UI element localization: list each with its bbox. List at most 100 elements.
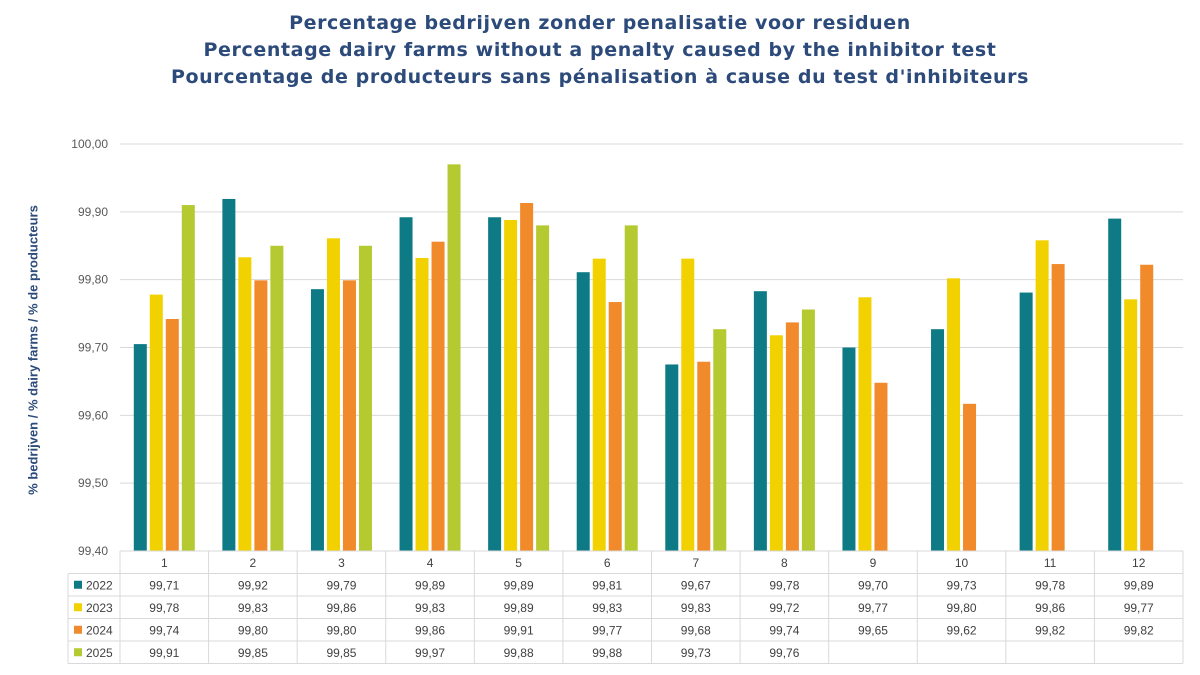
data-label: 99,80 (326, 623, 356, 637)
y-tick-label: 99,90 (78, 205, 108, 219)
data-label: 99,72 (769, 601, 799, 615)
data-label: 99,68 (681, 623, 711, 637)
x-tick-label: 8 (781, 556, 788, 570)
data-label: 99,88 (592, 646, 622, 660)
bar-2022-3 (310, 289, 324, 551)
bar-2022-2 (222, 198, 236, 551)
bar-2022-11 (1019, 292, 1033, 551)
data-label: 99,77 (858, 601, 888, 615)
bar-2024-1 (165, 319, 179, 551)
data-label: 99,70 (858, 578, 888, 592)
data-label: 99,71 (149, 578, 179, 592)
bar-2024-8 (785, 322, 799, 551)
bar-2022-10 (931, 329, 945, 551)
bar-2022-8 (753, 291, 767, 551)
x-tick-label: 11 (1044, 556, 1057, 570)
bar-2024-2 (254, 280, 268, 551)
data-label: 99,89 (504, 601, 534, 615)
data-label: 99,86 (1035, 601, 1065, 615)
data-label: 99,67 (681, 578, 711, 592)
data-label: 99,85 (326, 646, 356, 660)
bar-2025-8 (801, 309, 815, 551)
data-label: 99,83 (415, 601, 445, 615)
bar-2025-7 (713, 329, 727, 551)
bar-2023-1 (149, 294, 163, 551)
x-tick-label: 2 (250, 556, 257, 570)
data-label: 99,86 (415, 623, 445, 637)
x-tick-label: 5 (515, 556, 522, 570)
bar-2022-5 (488, 217, 502, 551)
bar-2025-3 (358, 245, 372, 551)
data-label: 99,88 (504, 646, 534, 660)
title-line-nl: Percentage bedrijven zonder penalisatie … (289, 12, 911, 34)
data-label: 99,73 (947, 578, 977, 592)
chart-title: Percentage bedrijven zonder penalisatie … (0, 10, 1200, 91)
bar-2023-12 (1124, 299, 1138, 551)
data-label: 99,78 (769, 578, 799, 592)
data-label: 99,77 (592, 623, 622, 637)
bar-2023-3 (326, 238, 340, 551)
bar-2024-10 (963, 403, 977, 551)
x-tick-label: 1 (161, 556, 168, 570)
y-tick-label: 99,70 (78, 341, 108, 355)
bar-2022-4 (399, 217, 413, 551)
title-line-en: Percentage dairy farms without a penalty… (203, 39, 997, 61)
data-label: 99,74 (769, 623, 799, 637)
bar-2024-12 (1140, 264, 1154, 551)
legend-swatch-2024 (74, 625, 82, 634)
data-label: 99,82 (1124, 623, 1154, 637)
y-tick-label: 99,40 (78, 544, 108, 558)
bar-2025-4 (447, 164, 461, 551)
bar-2024-4 (431, 241, 445, 551)
data-label: 99,78 (149, 601, 179, 615)
bar-2024-5 (520, 203, 534, 551)
data-label: 99,80 (238, 623, 268, 637)
data-label: 99,82 (1035, 623, 1065, 637)
y-tick-label: 99,80 (78, 273, 108, 287)
data-label: 99,65 (858, 623, 888, 637)
data-label: 99,77 (1124, 601, 1154, 615)
data-label: 99,86 (326, 601, 356, 615)
bar-2023-5 (504, 219, 518, 551)
title-line-fr: Pourcentage de producteurs sans pénalisa… (171, 66, 1029, 88)
data-label: 99,83 (681, 601, 711, 615)
data-label: 99,80 (947, 601, 977, 615)
legend-label: 2022 (86, 578, 113, 592)
legend-swatch-2025 (74, 648, 82, 657)
bar-2022-7 (665, 364, 679, 551)
y-tick-label: 99,60 (78, 408, 108, 422)
legend-label: 2024 (86, 623, 113, 637)
bar-2023-2 (238, 257, 252, 551)
bar-2024-3 (342, 280, 356, 551)
data-label: 99,85 (238, 646, 268, 660)
data-label: 99,91 (149, 646, 179, 660)
x-tick-label: 12 (1132, 556, 1146, 570)
x-tick-label: 4 (427, 556, 434, 570)
bar-2023-6 (592, 258, 606, 551)
bar-2024-9 (874, 382, 888, 551)
data-label: 99,89 (415, 578, 445, 592)
data-label: 99,97 (415, 646, 445, 660)
bar-2025-1 (181, 205, 195, 552)
bar-2025-2 (270, 245, 284, 551)
bar-2024-11 (1051, 264, 1065, 551)
x-tick-label: 7 (692, 556, 699, 570)
legend-swatch-2022 (74, 580, 82, 589)
bar-2025-6 (624, 225, 638, 551)
x-tick-label: 6 (604, 556, 611, 570)
bar-2023-10 (947, 278, 961, 551)
data-label: 99,83 (592, 601, 622, 615)
data-label: 99,62 (947, 623, 977, 637)
bar-2024-7 (697, 361, 711, 551)
x-tick-label: 10 (955, 556, 969, 570)
data-label: 99,89 (504, 578, 534, 592)
legend-label: 2023 (86, 601, 113, 615)
bar-2023-11 (1035, 240, 1049, 551)
data-label: 99,81 (592, 578, 622, 592)
bar-2023-7 (681, 258, 695, 551)
bar-2023-8 (769, 335, 783, 551)
bar-2023-9 (858, 297, 872, 551)
x-tick-label: 3 (338, 556, 345, 570)
data-label: 99,92 (238, 578, 268, 592)
y-tick-label: 99,50 (78, 476, 108, 490)
